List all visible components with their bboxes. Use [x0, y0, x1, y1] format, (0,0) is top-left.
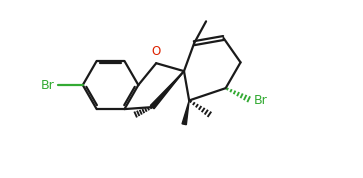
Text: Br: Br: [253, 94, 267, 107]
Polygon shape: [150, 71, 184, 109]
Text: Br: Br: [40, 78, 54, 91]
Text: O: O: [152, 45, 161, 58]
Polygon shape: [182, 100, 189, 125]
